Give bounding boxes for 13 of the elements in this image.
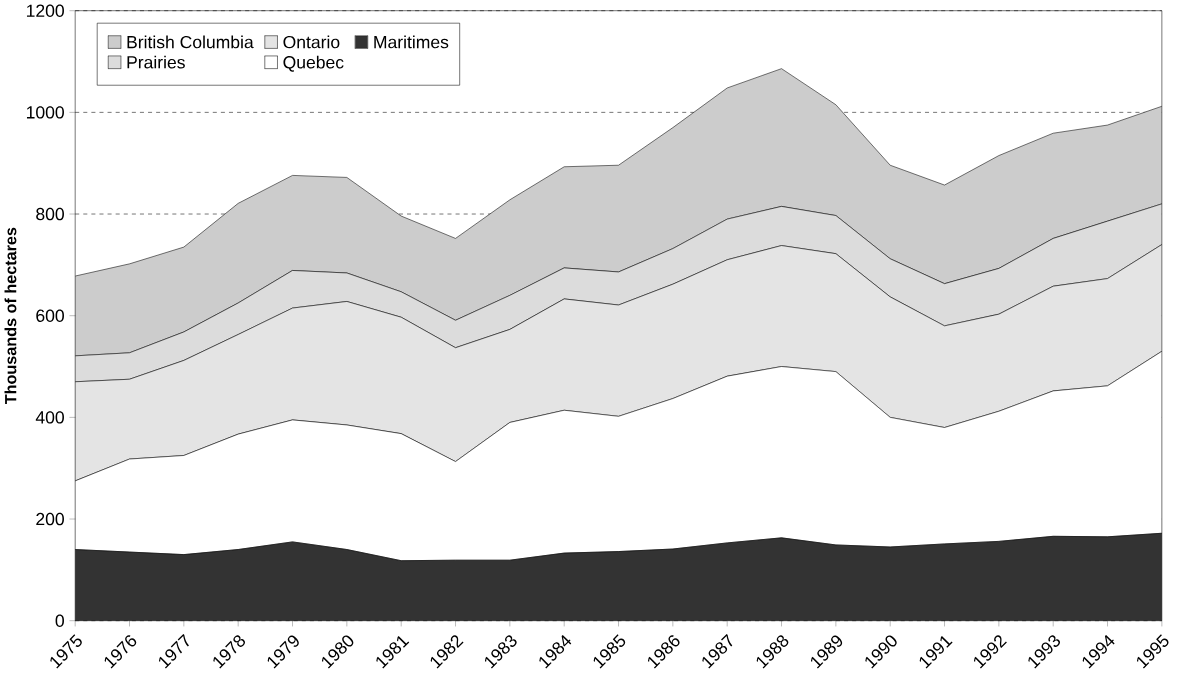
y-tick-label: 600: [36, 309, 64, 322]
y-tick-label: 1000: [26, 106, 64, 119]
y-axis-title: Thousands of hectares: [4, 227, 17, 405]
y-tick-label: 400: [35, 411, 64, 424]
legend-label: Ontario: [283, 35, 340, 49]
y-tick-label: 800: [36, 207, 64, 221]
legend-label: British Columbia: [127, 35, 254, 49]
legend-label: Prairies: [127, 55, 185, 69]
legend-label: Quebec: [283, 55, 344, 72]
y-tick-label: 1200: [26, 4, 64, 17]
y-tick-label: 0: [55, 614, 64, 627]
legend-label: Maritimes: [374, 35, 449, 49]
y-tick-label: 200: [36, 512, 64, 526]
